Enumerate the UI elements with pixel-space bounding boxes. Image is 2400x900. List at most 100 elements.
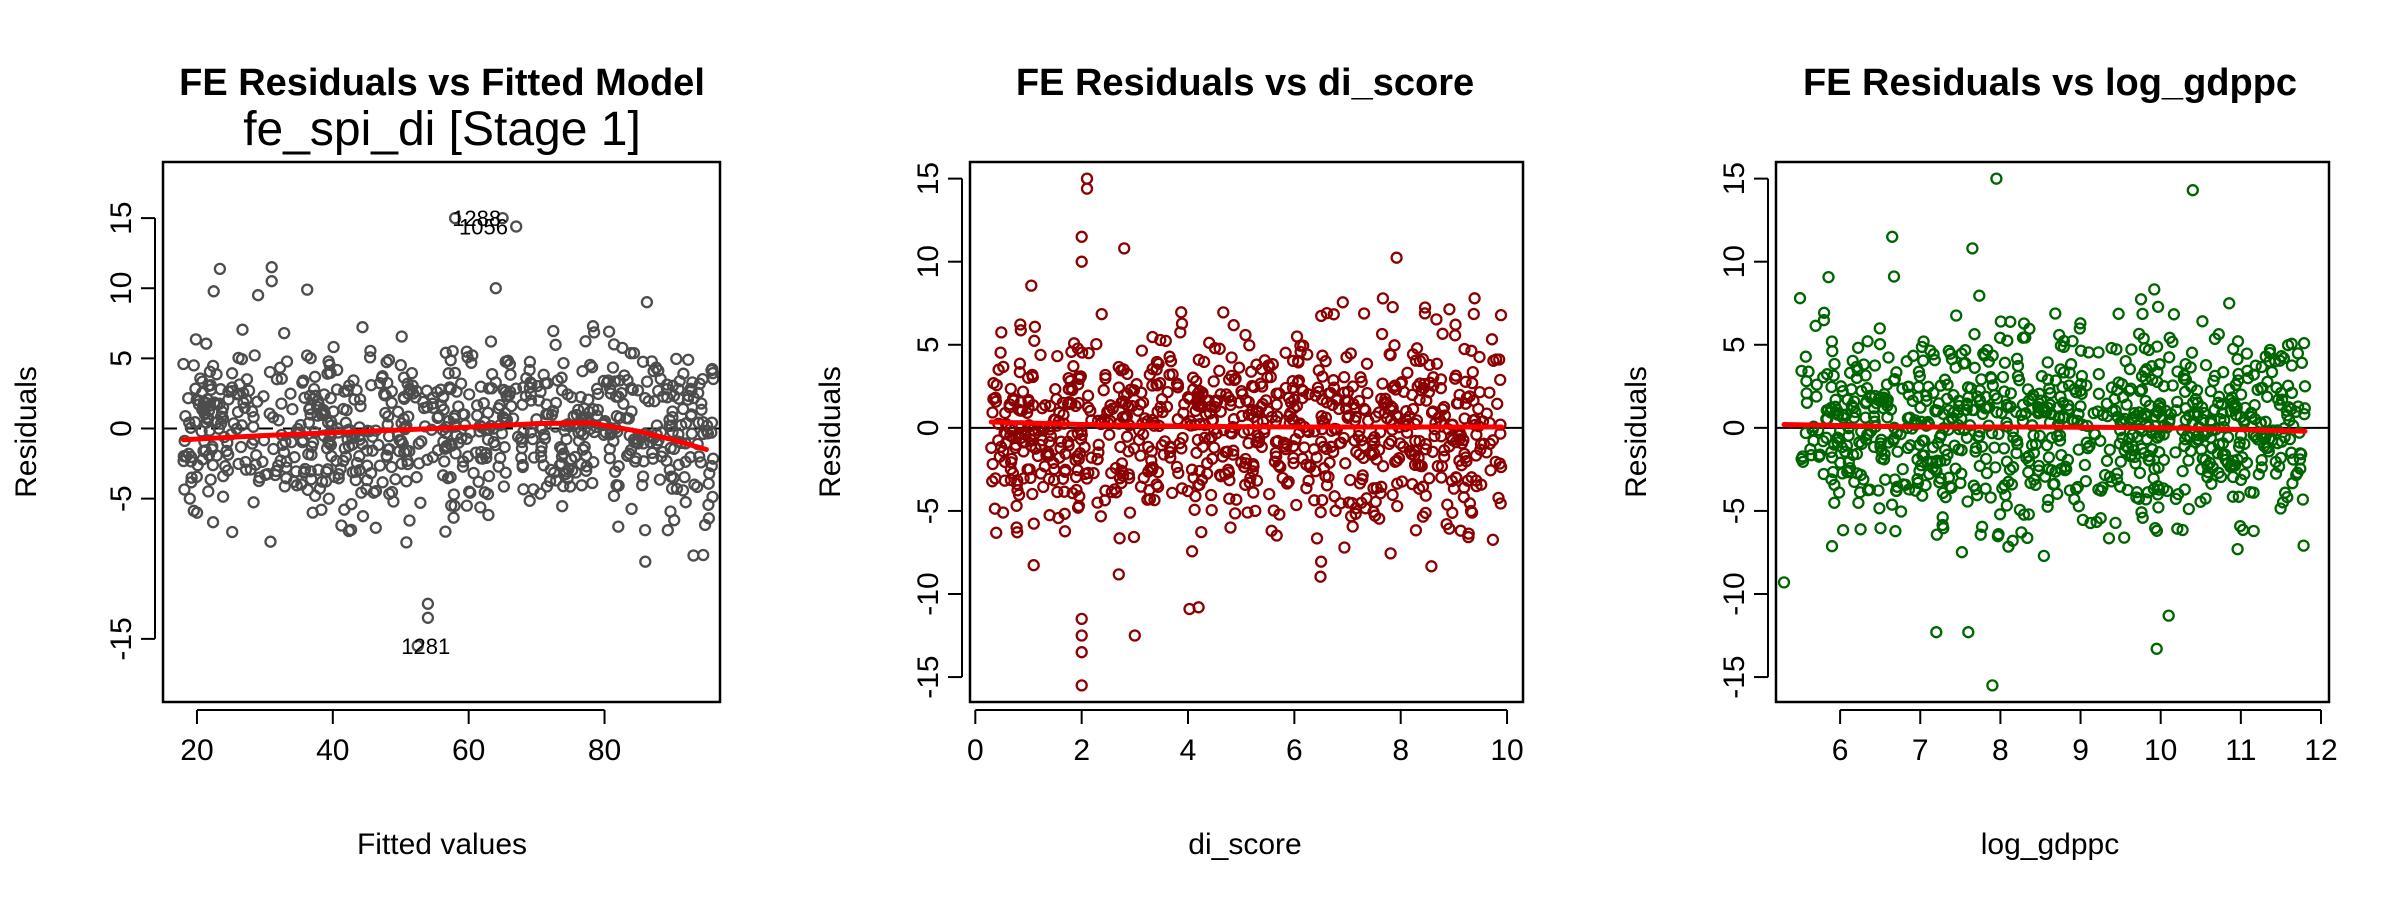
data-point — [1934, 472, 1947, 485]
data-point — [2169, 492, 2183, 506]
data-point — [2153, 358, 2166, 371]
data-point — [1799, 426, 1812, 440]
data-point — [1376, 292, 1390, 305]
data-point — [431, 444, 445, 457]
y-tick-label: 10 — [1718, 245, 1751, 278]
data-point — [406, 379, 419, 392]
data-point — [1301, 348, 1314, 361]
data-point — [1419, 437, 1432, 451]
data-point — [364, 344, 377, 358]
data-point — [1368, 509, 1382, 522]
data-point — [1154, 400, 1167, 414]
data-point — [1090, 337, 1103, 351]
data-point — [1887, 374, 1901, 387]
data-point — [1279, 346, 1292, 359]
panel-2-y-axis: -15 -10 -5 0 5 10 15 — [912, 162, 963, 699]
data-point — [400, 536, 413, 549]
data-point — [1185, 545, 1199, 558]
data-point — [995, 326, 1008, 339]
data-point — [2247, 524, 2260, 538]
data-point — [547, 466, 561, 479]
data-point — [321, 463, 334, 476]
data-point — [1927, 348, 1940, 361]
data-point — [1255, 362, 1268, 376]
data-point — [1448, 372, 1462, 385]
data-point — [693, 377, 706, 390]
data-point — [1911, 476, 1925, 490]
data-point — [2231, 453, 2244, 466]
data-point — [1836, 524, 1850, 537]
data-point — [1044, 429, 1057, 442]
data-point — [247, 410, 260, 424]
data-point — [324, 415, 338, 428]
data-point — [1073, 447, 1087, 460]
data-point — [1146, 379, 1159, 392]
point-annotation: 1281 — [401, 634, 450, 659]
data-point — [1297, 384, 1310, 398]
data-point — [444, 382, 457, 396]
data-point — [1198, 431, 1211, 444]
data-point — [2047, 478, 2060, 491]
data-point — [553, 458, 567, 472]
data-point — [2055, 448, 2068, 462]
data-point — [1828, 496, 1841, 509]
data-point — [1777, 576, 1791, 589]
data-point — [382, 410, 395, 423]
data-point — [1166, 486, 1179, 500]
data-point — [1282, 475, 1295, 488]
x-tick-label: 7 — [1912, 734, 1929, 767]
data-point — [1207, 441, 1221, 454]
data-point — [1825, 445, 1838, 459]
data-point — [1999, 488, 2012, 502]
data-point — [661, 524, 674, 537]
data-point — [2136, 307, 2149, 321]
data-point — [2199, 358, 2213, 372]
data-point — [2261, 390, 2274, 403]
data-point — [472, 475, 485, 488]
data-point — [586, 320, 600, 333]
data-point — [1324, 386, 1337, 400]
data-point — [621, 374, 634, 387]
data-point — [1241, 506, 1254, 519]
data-point — [1286, 354, 1300, 368]
data-point — [1993, 508, 2007, 521]
data-point — [315, 503, 328, 516]
data-point — [1427, 379, 1440, 392]
data-point — [550, 474, 563, 487]
data-point — [2231, 353, 2244, 366]
data-point — [1314, 570, 1327, 583]
data-point — [1951, 406, 1965, 419]
data-point — [1376, 377, 1389, 390]
data-point — [1274, 461, 1287, 474]
data-point — [242, 384, 256, 397]
data-point — [2130, 486, 2144, 499]
data-point — [1360, 357, 1374, 370]
data-point — [2151, 406, 2164, 419]
data-point — [301, 283, 314, 296]
panel-1-y-label: Residuals — [10, 366, 43, 498]
data-point — [2112, 307, 2125, 320]
data-point — [685, 427, 698, 440]
data-point — [438, 455, 451, 468]
panel-1-title: FE Residuals vs Fitted Model — [179, 62, 705, 104]
data-point — [1385, 434, 1398, 448]
data-point — [1298, 441, 1311, 454]
data-point — [449, 447, 462, 460]
data-point — [504, 368, 517, 381]
data-point — [184, 421, 197, 434]
data-point — [1813, 448, 1827, 461]
data-point — [626, 383, 639, 396]
data-point — [2194, 495, 2207, 508]
data-point — [1851, 341, 1865, 354]
data-point — [1955, 546, 1969, 559]
data-point — [1998, 356, 2012, 369]
data-point — [2161, 484, 2174, 498]
data-point — [199, 444, 212, 457]
data-point — [1118, 242, 1131, 255]
data-point — [1287, 456, 1300, 470]
data-point — [1201, 457, 1214, 470]
data-point — [636, 470, 650, 483]
data-point — [376, 476, 389, 489]
data-point — [482, 508, 495, 522]
data-point — [609, 390, 623, 403]
